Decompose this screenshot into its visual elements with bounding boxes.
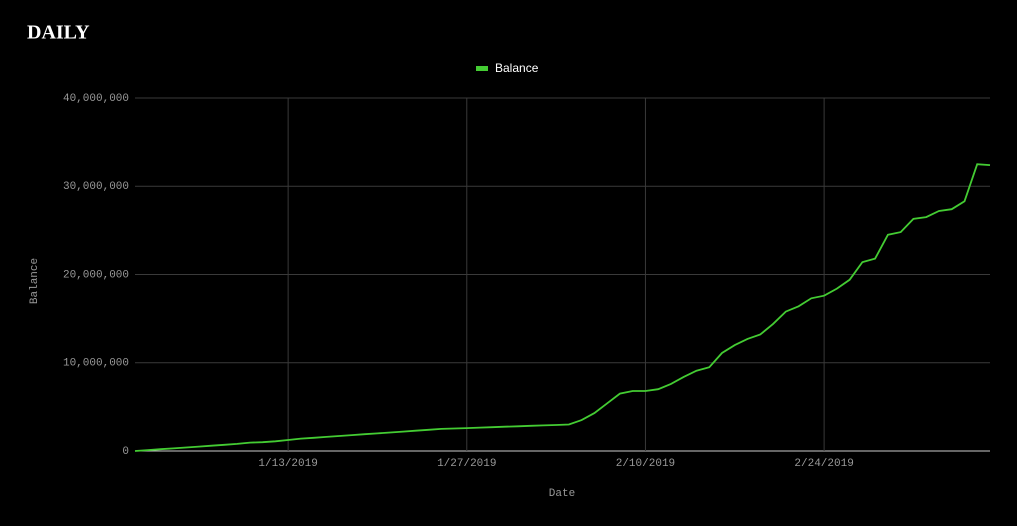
x-tick-label: 1/13/2019	[258, 458, 317, 470]
x-tick-label: 1/27/2019	[437, 458, 496, 470]
y-tick-label: 20,000,000	[63, 269, 129, 281]
y-tick-label: 40,000,000	[63, 93, 129, 105]
legend-swatch	[476, 66, 488, 71]
y-axis-label: Balance	[29, 258, 41, 304]
legend-label: Balance	[495, 61, 539, 75]
x-tick-label: 2/24/2019	[794, 458, 853, 470]
y-tick-label: 30,000,000	[63, 181, 129, 193]
chart-title: DAILY	[27, 22, 90, 44]
x-axis-label: Date	[549, 488, 575, 500]
line	[134, 163, 991, 452]
y-tick-label: 10,000,000	[63, 358, 129, 370]
x-tick-label: 2/10/2019	[616, 458, 675, 470]
y-tick-label: 0	[122, 446, 129, 458]
